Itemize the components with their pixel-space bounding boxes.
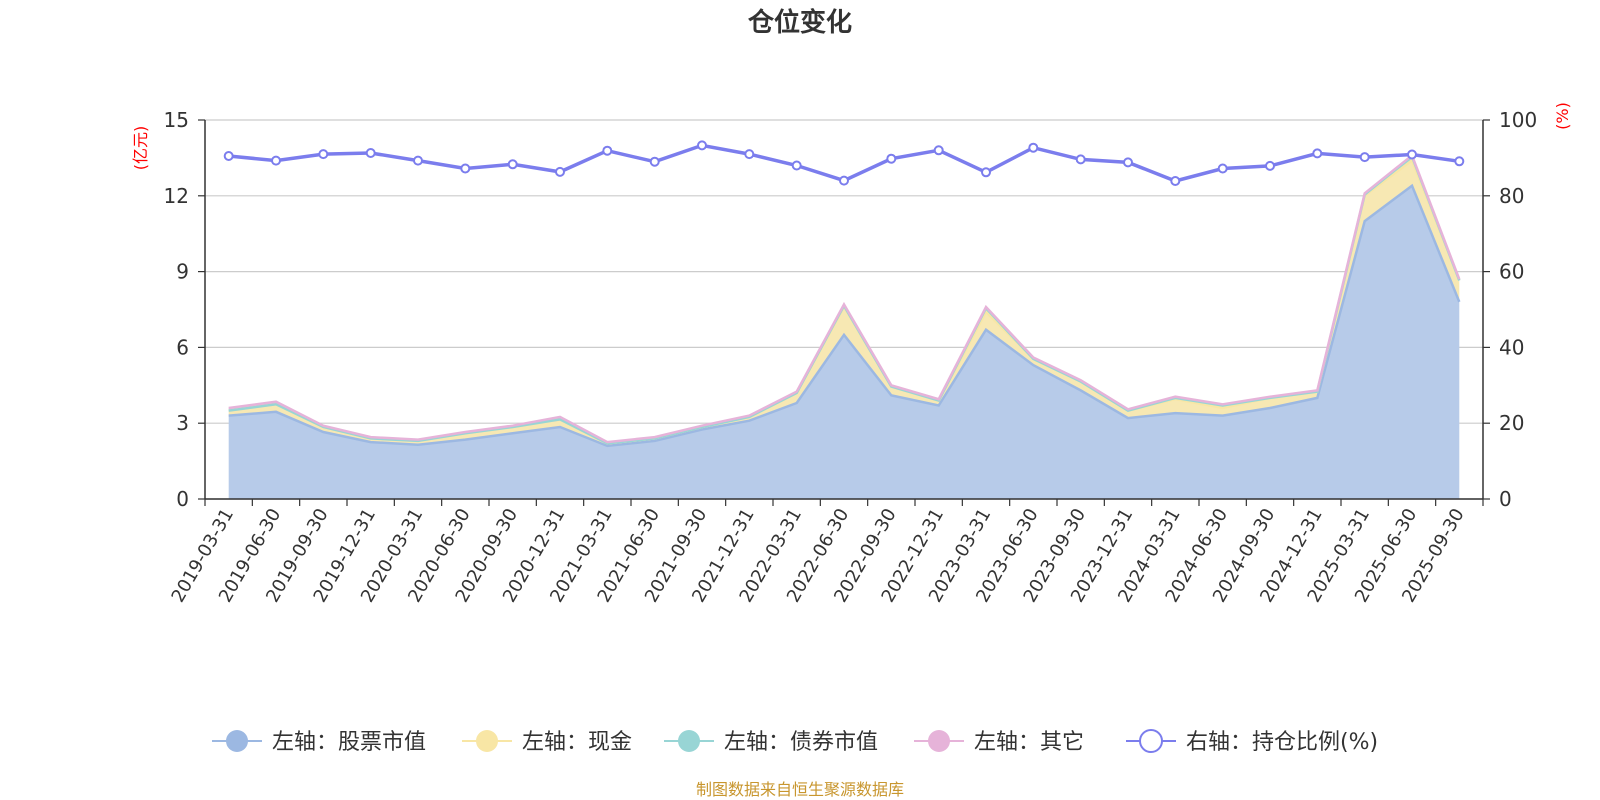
- ratio-point: [744, 149, 755, 160]
- right-axis-unit: (%): [1553, 102, 1572, 130]
- ratio-point: [1359, 152, 1370, 163]
- legend-label: 右轴：持仓比例(%): [1186, 730, 1378, 755]
- right-tick-label: 20: [1499, 411, 1524, 435]
- ratio-point: [318, 149, 329, 160]
- legend-label: 左轴：股票市值: [272, 730, 426, 755]
- chart-title: 仓位变化: [747, 8, 852, 38]
- legend-marker: [476, 730, 498, 752]
- ratio-point: [1028, 142, 1039, 153]
- area-line-3: [228, 153, 1461, 444]
- legend-marker: [678, 730, 700, 752]
- legend-label: 左轴：现金: [522, 730, 632, 755]
- ratio-point: [1217, 163, 1228, 174]
- ratio-point: [1407, 149, 1417, 160]
- ratio-point: [1123, 157, 1133, 168]
- right-tick-label: 40: [1499, 335, 1524, 359]
- ratio-point: [413, 155, 423, 166]
- right-tick-label: 0: [1499, 487, 1512, 511]
- left-tick-label: 9: [176, 260, 189, 284]
- legend-label: 左轴：其它: [974, 730, 1084, 755]
- ratio-point: [886, 153, 897, 164]
- ratio-point: [839, 175, 849, 186]
- legend-marker: [226, 730, 248, 752]
- ratio-point: [507, 159, 518, 170]
- ratio-point: [1454, 156, 1465, 167]
- legend-marker: [1139, 729, 1163, 753]
- line-layer: [223, 140, 1465, 186]
- legend-layer: 左轴：股票市值 左轴：现金 左轴：债券市值 左轴：其它 右轴：持仓比例(%): [212, 729, 1378, 755]
- left-axis-unit: (亿元): [131, 126, 150, 171]
- source-note: 制图数据来自恒生聚源数据库: [695, 780, 904, 799]
- legend-label: 左轴：债券市值: [724, 730, 878, 755]
- left-tick-label: 6: [176, 335, 189, 359]
- ratio-point: [271, 155, 281, 166]
- area-layer: [228, 153, 1461, 499]
- ratio-point: [1265, 160, 1275, 171]
- area-0: [228, 185, 1460, 499]
- ratio-point: [791, 160, 802, 171]
- ratio-point: [1075, 154, 1086, 165]
- left-tick-label: 15: [164, 108, 189, 132]
- ratio-point: [1312, 148, 1323, 159]
- area-line-0: [228, 183, 1461, 448]
- left-tick-label: 3: [176, 411, 189, 435]
- right-tick-label: 100: [1499, 108, 1537, 132]
- ratio-point: [933, 145, 944, 156]
- ratio-point: [981, 167, 991, 178]
- ratio-point: [1170, 176, 1181, 186]
- right-tick-label: 60: [1499, 260, 1524, 284]
- ratio-point: [697, 140, 707, 151]
- right-tick-label: 80: [1499, 184, 1524, 208]
- ratio-point: [223, 151, 234, 161]
- ratio-point: [555, 166, 565, 177]
- ratio-point: [460, 163, 471, 174]
- ratio-point: [602, 145, 613, 156]
- legend-marker: [928, 730, 950, 752]
- left-tick-label: 0: [176, 487, 189, 511]
- left-tick-label: 12: [164, 184, 189, 208]
- ratio-point: [649, 156, 660, 167]
- ratio-point: [365, 148, 376, 158]
